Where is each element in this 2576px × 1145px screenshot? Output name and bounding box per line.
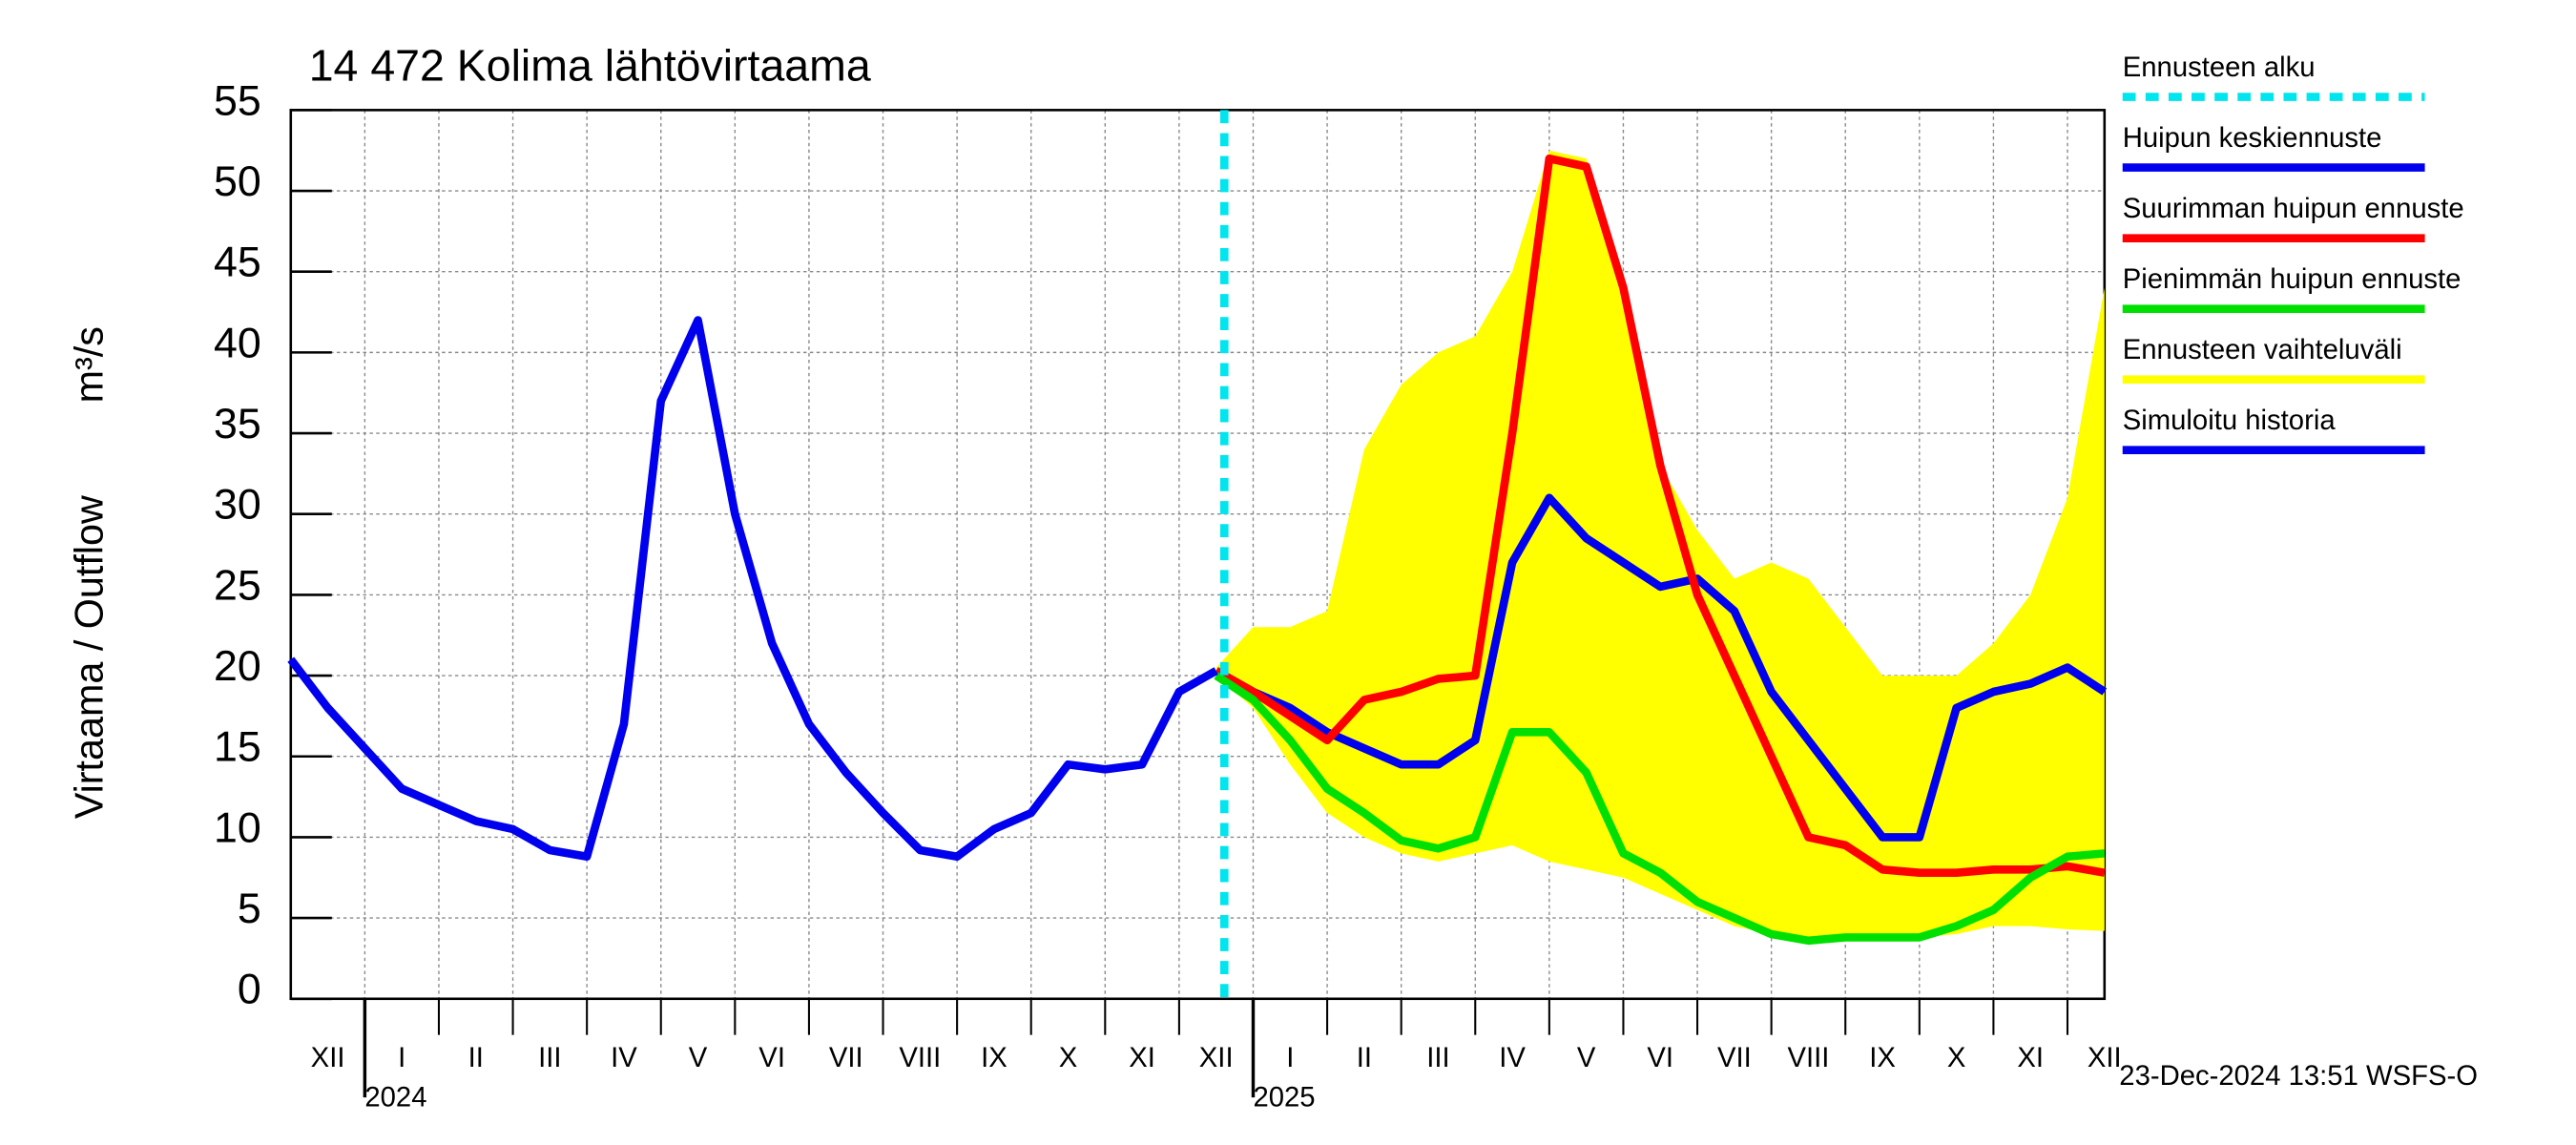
year-label: 2024 (364, 1083, 426, 1114)
x-tick-label: VII (1717, 1043, 1752, 1073)
x-tick-label: VIII (1787, 1043, 1829, 1073)
y-tick-label: 5 (238, 885, 261, 932)
x-tick-label: VI (1647, 1043, 1673, 1073)
y-tick-label: 20 (214, 642, 261, 690)
legend-label: Suurimman huipun ennuste (2123, 194, 2464, 224)
series-line (1214, 672, 2106, 946)
legend-label: Simuloitu historia (2123, 406, 2337, 436)
x-tick-label: VI (758, 1043, 785, 1073)
x-tick-label: IX (981, 1043, 1008, 1073)
x-tick-label: VII (829, 1043, 863, 1073)
series-line (1214, 154, 2106, 877)
x-tick-label: II (1357, 1043, 1372, 1073)
timestamp: 23-Dec-2024 13:51 WSFS-O (2119, 1061, 2478, 1092)
legend-label: Ennusteen vaihteluväli (2123, 335, 2402, 365)
y-tick-label: 45 (214, 239, 261, 286)
y-tick-label: 55 (214, 76, 261, 124)
y-tick-label: 10 (214, 803, 261, 851)
x-tick-label: X (1059, 1043, 1078, 1073)
y-tick-label: 50 (214, 157, 261, 205)
x-tick-label: I (1286, 1043, 1294, 1073)
chart-title: 14 472 Kolima lähtövirtaama (309, 41, 871, 91)
x-tick-label: II (468, 1043, 484, 1073)
x-tick-label: IX (1869, 1043, 1896, 1073)
y-tick-label: 40 (214, 319, 261, 366)
series-line (287, 316, 1218, 862)
x-tick-label: III (538, 1043, 561, 1073)
x-tick-label: V (689, 1043, 708, 1073)
y-axis-label: Virtaama / Outflow (67, 495, 111, 819)
y-tick-label: 0 (238, 966, 261, 1013)
x-tick-label: IV (611, 1043, 637, 1073)
y-axis-unit: m³/s (67, 326, 111, 403)
x-tick-label: V (1577, 1043, 1596, 1073)
x-tick-label: XII (2088, 1043, 2122, 1073)
y-tick-label: 15 (214, 723, 261, 771)
series-line (1214, 493, 2108, 842)
legend-label: Huipun keskiennuste (2123, 123, 2382, 154)
x-tick-label: VIII (899, 1043, 941, 1073)
x-tick-label: XI (1129, 1043, 1155, 1073)
x-tick-label: XI (2017, 1043, 2044, 1073)
year-label: 2025 (1253, 1083, 1315, 1114)
y-tick-label: 25 (214, 561, 261, 609)
y-tick-label: 35 (214, 400, 261, 448)
x-tick-label: III (1426, 1043, 1449, 1073)
legend-label: Pienimmän huipun ennuste (2123, 264, 2462, 295)
x-tick-label: X (1947, 1043, 1966, 1073)
y-tick-label: 30 (214, 481, 261, 529)
x-tick-label: IV (1499, 1043, 1526, 1073)
x-tick-label: XII (311, 1043, 345, 1073)
legend-label: Ennusteen alku (2123, 52, 2316, 83)
forecast-band (1215, 150, 2105, 943)
x-tick-label: I (398, 1043, 405, 1073)
x-tick-label: XII (1199, 1043, 1234, 1073)
